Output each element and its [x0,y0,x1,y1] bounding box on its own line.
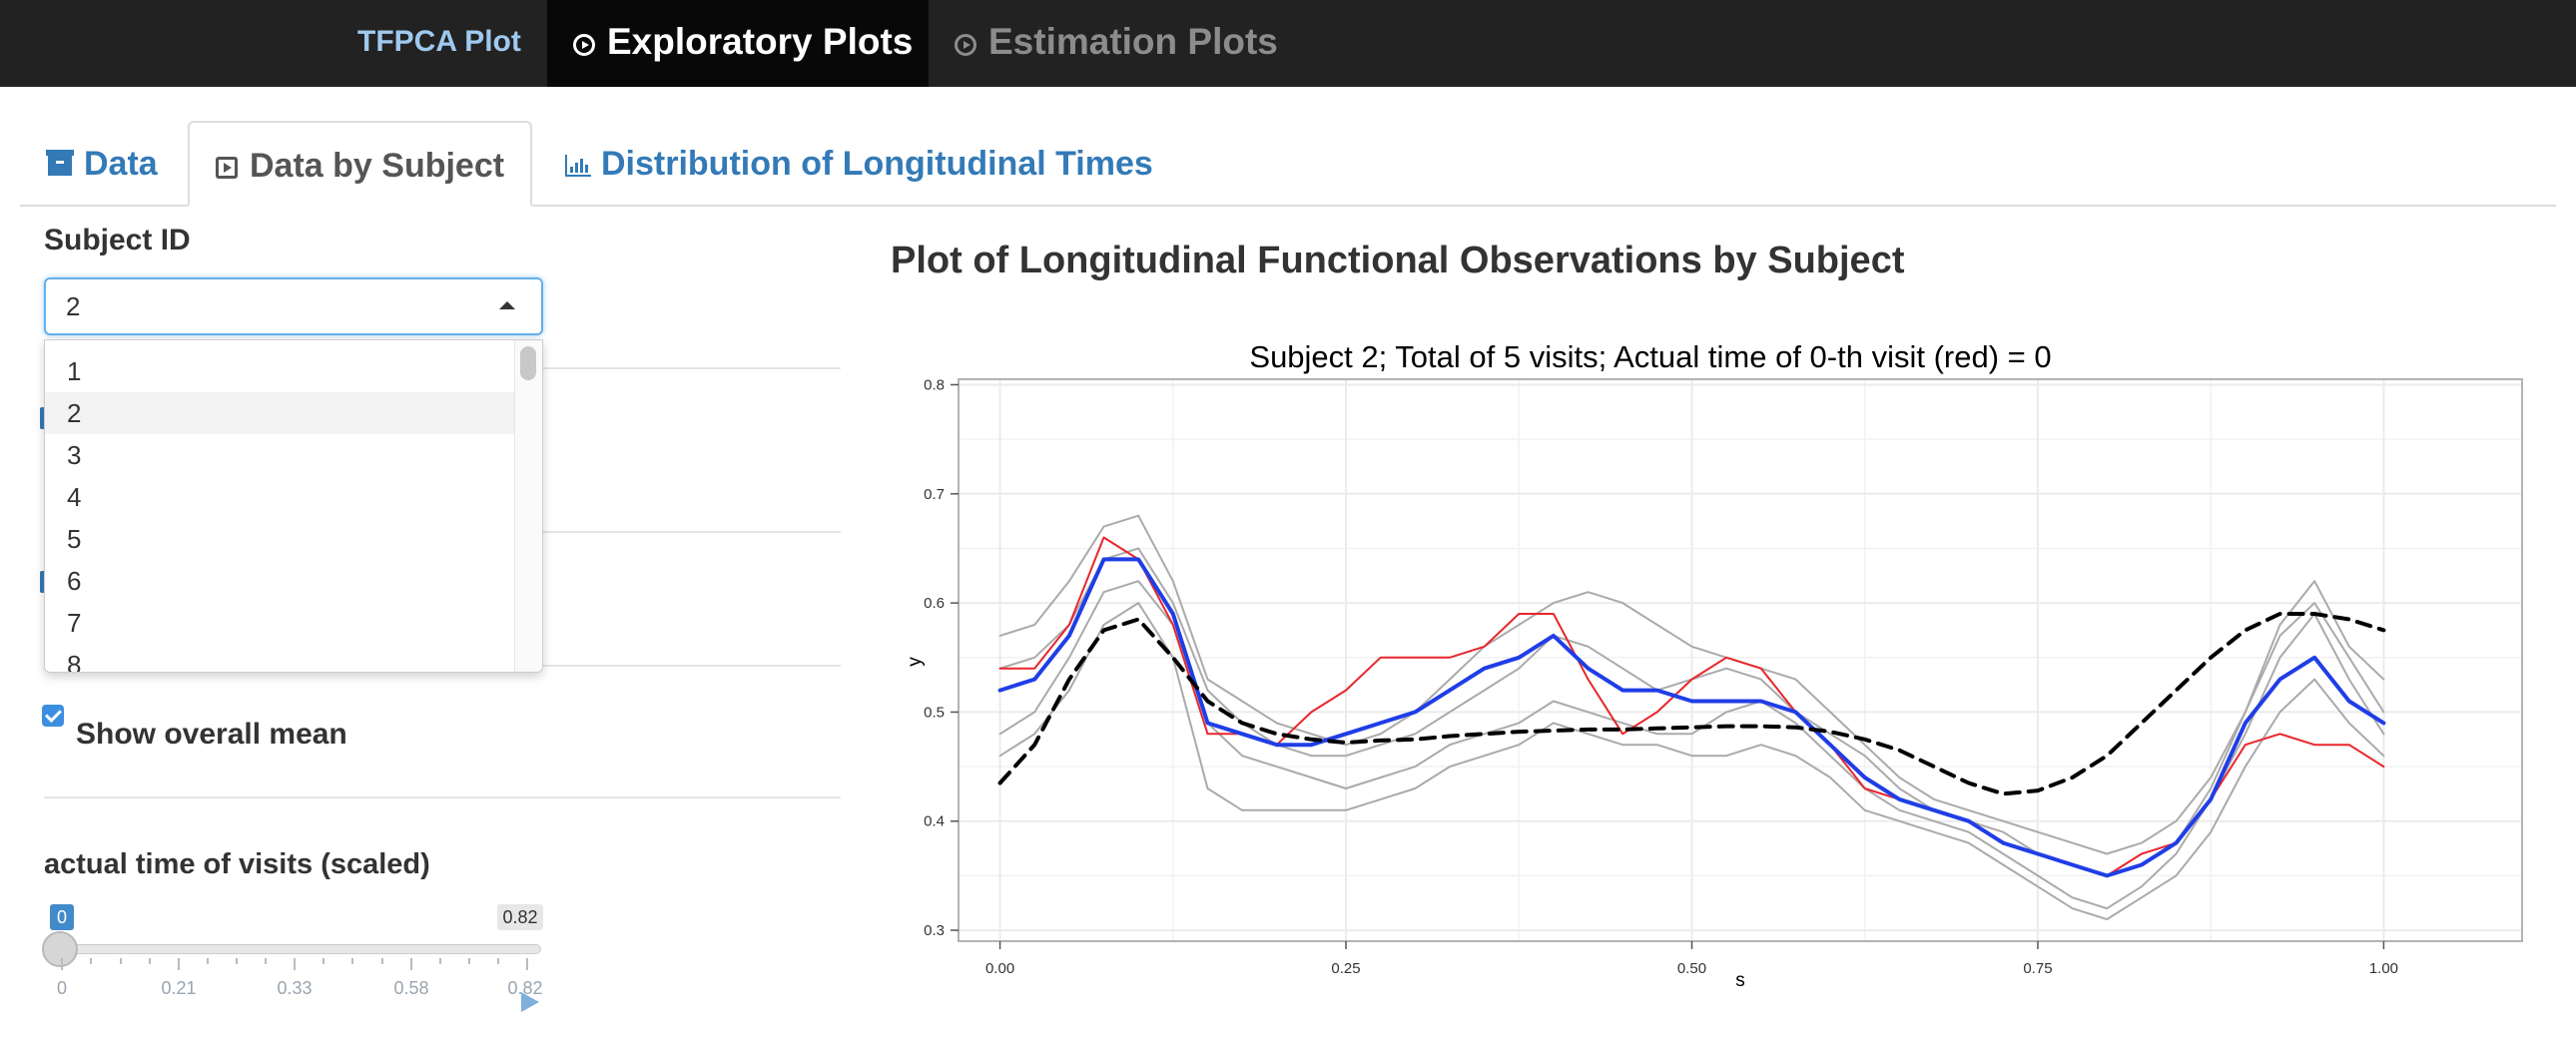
y-tick-label: 0.8 [924,376,945,393]
slider-tick-label: 0.33 [277,978,313,998]
chart-series-group [997,514,2386,921]
show-mean-label: Show overall mean [76,718,347,751]
slider-tick [410,958,412,970]
x-tick-label: 1.00 [2369,960,2398,977]
slider-minor-tick [381,958,383,964]
x-tick-label: 0.00 [985,960,1014,977]
time-slider-handle[interactable] [42,931,78,967]
subject-option[interactable]: 3 [67,440,82,470]
slider-minor-tick [497,958,499,964]
slider-minor-tick [90,958,92,964]
tab-label: Data [84,145,158,183]
x-tick-label: 0.25 [1331,960,1360,977]
slider-minor-tick [265,958,267,964]
dropdown-scrollbar[interactable] [514,340,542,672]
brand-title[interactable]: TFPCA Plot [357,25,521,58]
slider-minor-tick [236,958,238,964]
circle-arrow-icon [573,34,595,56]
archive-icon [46,150,74,176]
slider-from-badge: 0 [50,904,74,930]
slider-minor-tick [149,958,151,964]
slider-tick [294,958,296,970]
chart-axes: 0.00 0.25 0.50 0.75 1.00 0.3 0.4 0.5 0.6 0.7 0.8 [924,376,2398,977]
slider-to-badge: 0.82 [497,904,543,930]
slider-label: actual time of visits (scaled) [44,848,430,880]
tab-label: Distribution of Longitudinal Times [601,145,1153,183]
series-line-6 [997,557,2386,878]
subject-option[interactable]: 1 [67,356,82,386]
tab-data[interactable]: Data [46,121,158,207]
slider-tick [61,958,63,970]
top-navbar: TFPCA Plot Exploratory Plots Estimation … [0,0,2576,87]
x-axis-label: s [1735,970,1745,991]
subject-option-selected[interactable]: 2 [45,392,514,434]
y-tick-label: 0.6 [924,595,945,612]
slider-tick [526,958,528,970]
slider-minor-tick [322,958,324,964]
series-line-7 [997,612,2386,796]
series-line-1 [998,514,2385,855]
divider [44,796,841,798]
slider-tick [178,958,180,970]
y-tick-label: 0.4 [924,813,945,830]
slider-minor-tick [439,958,441,964]
chart-title: Subject 2; Total of 5 visits; Actual tim… [1249,339,2051,374]
subject-option[interactable]: 8 [67,650,82,673]
slider-tick-label: 0 [56,978,68,998]
show-mean-checkbox[interactable] [42,705,64,727]
slider-minor-tick [351,958,353,964]
caret-up-icon[interactable] [499,301,515,309]
slider-minor-tick [120,958,122,964]
subtab-bar: Data Data by Subject Distribution of Lon… [20,121,2556,207]
y-tick-label: 0.5 [924,704,945,721]
scrollbar-thumb[interactable] [520,346,536,380]
series-line-4 [998,602,2385,921]
longitudinal-chart: Subject 2; Total of 5 visits; Actual tim… [905,339,2523,991]
tab-data-by-subject[interactable]: Data by Subject [188,121,533,207]
subject-id-label: Subject ID [44,224,191,257]
subject-option[interactable]: 4 [67,482,82,512]
x-tick-label: 0.50 [1677,960,1706,977]
nav-tab-label: Exploratory Plots [607,21,914,62]
nav-tab-estimation-plots[interactable]: Estimation Plots [929,0,1304,87]
time-slider-track[interactable] [60,944,541,954]
slider-minor-tick [207,958,209,964]
slider-tick-label: 0.58 [393,978,429,998]
slider-tick-label: 0.21 [161,978,197,998]
y-tick-label: 0.7 [924,486,945,503]
subject-id-value: 2 [66,291,81,321]
tab-distribution-of-longitudinal-times[interactable]: Distribution of Longitudinal Times [565,121,1153,207]
tab-label: Data by Subject [250,147,505,185]
nav-tab-label: Estimation Plots [988,21,1278,62]
y-tick-label: 0.3 [924,922,945,939]
nav-tab-exploratory-plots[interactable]: Exploratory Plots [547,0,929,87]
slider-play-icon[interactable] [521,992,539,1012]
series-line-5 [998,536,2385,877]
subject-id-dropdown: 1 2 3 4 5 6 7 8 [44,339,543,673]
slider-minor-tick [468,958,470,964]
subject-option[interactable]: 7 [67,608,82,638]
subject-option[interactable]: 6 [67,566,82,596]
play-square-icon [216,157,238,179]
page-title: Plot of Longitudinal Functional Observat… [891,240,1905,281]
subject-option[interactable]: 5 [67,524,82,554]
x-tick-label: 0.75 [2023,960,2052,977]
plot-panel [958,378,2523,942]
chart-grid [959,379,2522,941]
series-line-3 [998,580,2385,910]
bar-chart-icon [565,155,591,177]
subject-id-select[interactable]: 2 [44,277,543,335]
y-axis-label: y [905,657,926,667]
circle-arrow-icon [955,34,976,56]
